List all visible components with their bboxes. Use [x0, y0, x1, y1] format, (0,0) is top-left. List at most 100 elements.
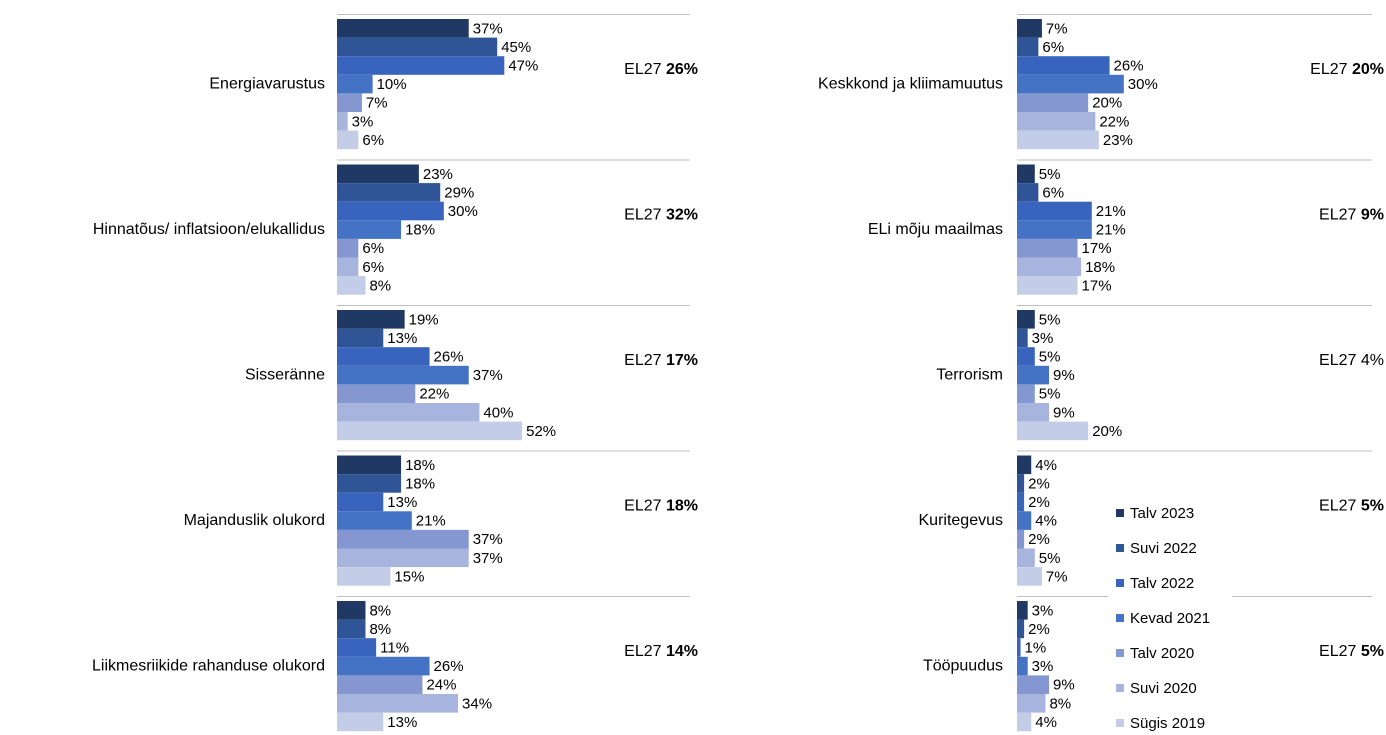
value-label: 21% [1096, 203, 1126, 220]
value-label: 29% [444, 184, 474, 201]
category-label: Tööpuudus [923, 657, 1003, 674]
value-label: 18% [1085, 259, 1115, 276]
value-label: 18% [405, 475, 435, 492]
benchmark-value: 9% [1361, 207, 1384, 224]
category-label: Sisseränne [245, 366, 325, 383]
bar [337, 19, 469, 38]
value-label: 5% [1039, 550, 1061, 567]
value-label: 2% [1028, 621, 1050, 638]
bar [1017, 694, 1046, 713]
value-label: 13% [387, 714, 417, 731]
bar [1017, 455, 1032, 475]
legend-label: Sügis 2019 [1130, 715, 1205, 732]
value-label: 30% [1128, 76, 1158, 93]
bar [337, 511, 412, 530]
value-label: 6% [362, 132, 384, 149]
bar [1017, 365, 1050, 385]
value-label: 7% [1046, 568, 1068, 585]
benchmark-value: 26% [666, 61, 698, 78]
value-label: 37% [473, 550, 503, 567]
bar [337, 403, 480, 422]
category-label: Liikmesriikide rahanduse olukord [92, 657, 325, 674]
value-label: 37% [473, 20, 503, 37]
legend-label: Suvi 2022 [1130, 540, 1197, 557]
bar [337, 384, 416, 403]
value-label: 24% [426, 677, 456, 694]
value-label: 6% [362, 259, 384, 276]
category-label: ELi mõju maailmas [868, 221, 1003, 238]
value-label: 5% [1039, 386, 1061, 403]
benchmark-name: EL27 [624, 643, 661, 660]
bar [1017, 257, 1082, 277]
value-label: 40% [483, 404, 513, 421]
bar [337, 421, 523, 441]
bar [1017, 56, 1110, 75]
bar [337, 276, 366, 295]
benchmark-value: 20% [1352, 61, 1384, 78]
value-label: 20% [1092, 95, 1122, 112]
value-label: 8% [369, 277, 391, 294]
benchmark-name: EL27 [624, 207, 661, 224]
value-label: 8% [369, 602, 391, 619]
benchmark-label: EL27 4% [1319, 352, 1384, 369]
bar [1017, 183, 1039, 202]
benchmark-label: EL27 20% [1310, 61, 1384, 78]
value-label: 52% [526, 423, 556, 440]
bar [337, 492, 384, 512]
benchmark-name: EL27 [1319, 352, 1356, 369]
bar [337, 74, 373, 94]
benchmark-label: EL27 5% [1319, 643, 1384, 660]
value-label: 26% [434, 658, 464, 675]
benchmark-name: EL27 [1319, 207, 1356, 224]
bar [337, 656, 430, 676]
value-label: 10% [377, 76, 407, 93]
bar [1017, 511, 1032, 530]
legend-label: Talv 2020 [1130, 645, 1194, 662]
benchmark-label: EL27 26% [624, 61, 698, 78]
bar [1017, 328, 1028, 348]
benchmark-name: EL27 [1310, 61, 1347, 78]
value-label: 22% [1099, 113, 1129, 130]
value-label: 13% [387, 494, 417, 511]
bar [1017, 201, 1092, 221]
bar [337, 56, 505, 75]
bar [337, 164, 419, 184]
bar [1017, 93, 1089, 112]
bar [1017, 712, 1032, 732]
bar [1017, 421, 1089, 441]
bar [337, 638, 377, 657]
benchmark-label: EL27 9% [1319, 207, 1384, 224]
bar [337, 567, 391, 586]
benchmark-label: EL27 17% [624, 352, 698, 369]
value-label: 15% [394, 568, 424, 585]
bar [337, 257, 359, 277]
bar [337, 474, 402, 493]
legend-label: Talv 2022 [1130, 575, 1194, 592]
bar [337, 130, 359, 150]
category-label: Energiavarustus [209, 75, 325, 92]
category-label: Majanduslik olukord [184, 512, 325, 529]
bar [1017, 492, 1025, 512]
category-label: Kuritegevus [919, 512, 1004, 529]
value-label: 7% [366, 95, 388, 112]
bar [1017, 656, 1028, 676]
value-label: 4% [1035, 457, 1057, 474]
benchmark-label: EL27 32% [624, 207, 698, 224]
value-label: 9% [1053, 404, 1075, 421]
bar [1017, 384, 1035, 403]
value-label: 21% [416, 513, 446, 530]
bar [337, 712, 384, 732]
bar [1017, 638, 1021, 657]
bar [1017, 347, 1035, 366]
bar [337, 220, 402, 239]
bar [1017, 130, 1099, 150]
bar [1017, 238, 1078, 258]
value-label: 6% [1042, 184, 1064, 201]
value-label: 26% [434, 348, 464, 365]
bar [1017, 112, 1096, 131]
category-label: Keskkond ja kliimamuutus [818, 75, 1003, 92]
value-label: 23% [1103, 132, 1133, 149]
benchmark-value: 5% [1361, 498, 1384, 515]
bar [1017, 529, 1025, 549]
